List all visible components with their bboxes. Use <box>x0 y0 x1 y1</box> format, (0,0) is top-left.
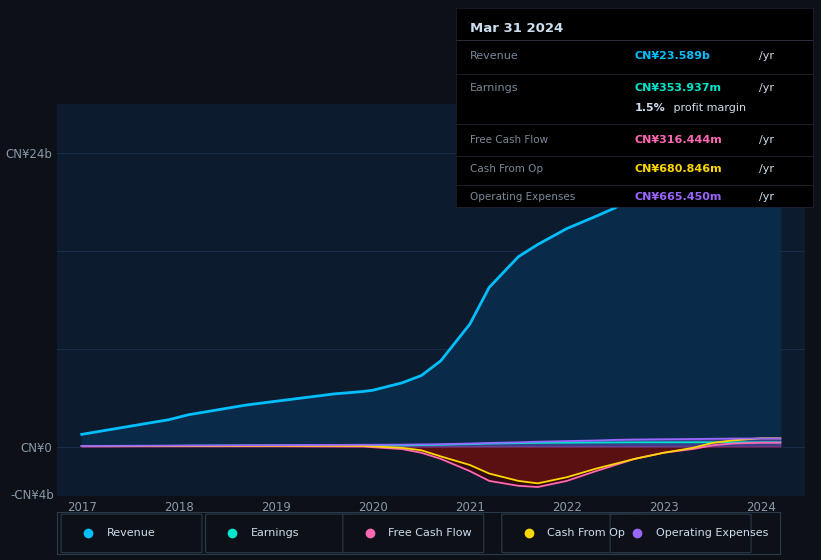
Text: Cash From Op: Cash From Op <box>470 165 543 174</box>
Text: Revenue: Revenue <box>470 51 519 61</box>
Text: /yr: /yr <box>759 192 774 202</box>
Text: /yr: /yr <box>759 83 774 93</box>
Text: Earnings: Earnings <box>470 83 518 93</box>
FancyBboxPatch shape <box>502 514 643 553</box>
Text: 1.5%: 1.5% <box>635 103 665 113</box>
Text: profit margin: profit margin <box>670 103 746 113</box>
Text: CN¥316.444m: CN¥316.444m <box>635 134 722 144</box>
Text: Mar 31 2024: Mar 31 2024 <box>470 22 563 35</box>
Text: Free Cash Flow: Free Cash Flow <box>470 134 548 144</box>
Text: Earnings: Earnings <box>251 529 300 538</box>
FancyBboxPatch shape <box>610 514 751 553</box>
Text: CN¥353.937m: CN¥353.937m <box>635 83 721 93</box>
Text: CN¥680.846m: CN¥680.846m <box>635 165 722 174</box>
Text: Revenue: Revenue <box>107 529 155 538</box>
Text: CN¥665.450m: CN¥665.450m <box>635 192 722 202</box>
Text: Free Cash Flow: Free Cash Flow <box>388 529 472 538</box>
Text: -CN¥4b: -CN¥4b <box>10 489 53 502</box>
FancyBboxPatch shape <box>205 514 346 553</box>
Text: /yr: /yr <box>759 134 774 144</box>
Text: Operating Expenses: Operating Expenses <box>656 529 768 538</box>
Text: CN¥23.589b: CN¥23.589b <box>635 51 710 61</box>
FancyBboxPatch shape <box>343 514 484 553</box>
Text: Cash From Op: Cash From Op <box>548 529 625 538</box>
Text: /yr: /yr <box>759 51 774 61</box>
FancyBboxPatch shape <box>61 514 202 553</box>
Text: Operating Expenses: Operating Expenses <box>470 192 576 202</box>
Text: /yr: /yr <box>759 165 774 174</box>
